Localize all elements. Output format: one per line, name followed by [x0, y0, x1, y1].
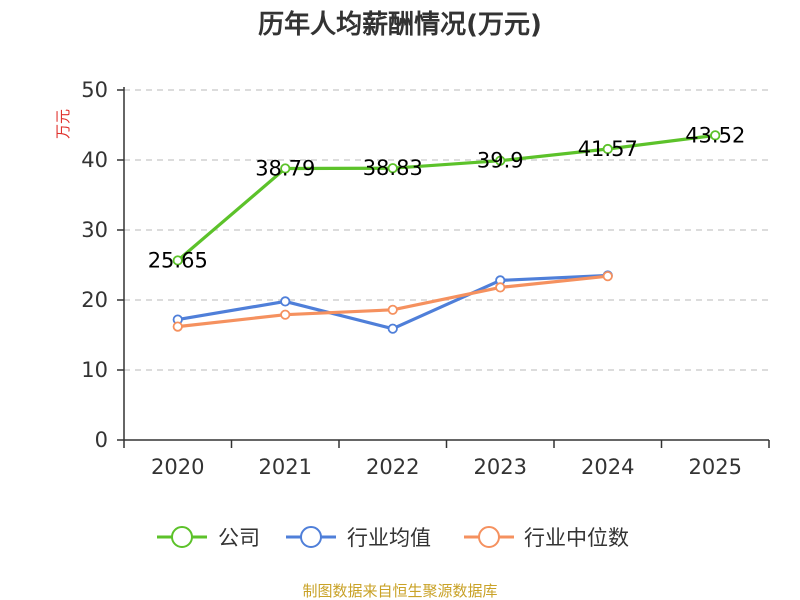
- source-note: 制图数据来自恒生聚源数据库: [302, 582, 497, 600]
- data-point[interactable]: [602, 271, 613, 282]
- data-label: 39.9: [477, 149, 524, 173]
- data-point[interactable]: [495, 282, 506, 293]
- data-point[interactable]: [387, 323, 398, 334]
- legend[interactable]: 公司 行业均值 行业中位数: [157, 526, 629, 550]
- legend-marker: [478, 526, 500, 548]
- y-tick-label: 0: [95, 428, 108, 452]
- data-point[interactable]: [387, 163, 398, 174]
- y-axis-label: 万元: [54, 109, 72, 139]
- x-tick-label: 2020: [151, 455, 204, 479]
- y-tick-label: 20: [81, 288, 108, 312]
- y-tick-label: 40: [81, 148, 108, 172]
- y-tick-label: 10: [81, 358, 108, 382]
- data-point[interactable]: [280, 296, 291, 307]
- legend-item[interactable]: 行业均值: [286, 526, 431, 550]
- legend-label: 行业中位数: [524, 526, 629, 550]
- legend-item[interactable]: 行业中位数: [464, 526, 629, 550]
- x-tick-label: 2022: [366, 455, 419, 479]
- chart-title: 历年人均薪酬情况(万元): [258, 9, 542, 40]
- data-label: 38.83: [363, 156, 423, 180]
- data-point[interactable]: [280, 163, 291, 174]
- x-tick-labels: 2020 2021 2022 2023 2024 2025: [151, 455, 742, 479]
- series-line-2: [177, 274, 608, 329]
- data-label: 25.65: [148, 248, 208, 272]
- data-point[interactable]: [710, 130, 721, 141]
- data-label: 43.52: [685, 123, 745, 147]
- legend-item[interactable]: 公司: [157, 526, 260, 550]
- data-point[interactable]: [602, 143, 613, 155]
- x-tick-label: 2025: [689, 455, 742, 479]
- axes: [117, 87, 770, 448]
- legend-marker: [300, 526, 322, 548]
- gridlines: [124, 89, 769, 371]
- x-tick-label: 2024: [581, 455, 634, 479]
- data-point[interactable]: [172, 321, 183, 332]
- series-line-0: [176, 133, 716, 262]
- data-point[interactable]: [280, 309, 291, 320]
- series-points: [172, 130, 721, 334]
- y-tick-label: 50: [81, 78, 108, 102]
- legend-label: 行业均值: [347, 526, 431, 550]
- x-tick-label: 2023: [474, 455, 527, 479]
- data-point[interactable]: [172, 255, 183, 266]
- legend-label: 公司: [218, 526, 260, 550]
- data-labels: 25.65 38.79 38.83 39.9 41.57 43.52: [148, 123, 746, 272]
- legend-marker: [171, 526, 193, 548]
- y-tick-label: 30: [81, 218, 108, 242]
- y-tick-labels: 0 10 20 30 40 50: [81, 78, 108, 452]
- data-point[interactable]: [387, 304, 398, 315]
- data-label: 38.79: [255, 156, 315, 180]
- x-tick-label: 2021: [259, 455, 312, 479]
- data-label: 41.57: [578, 137, 638, 161]
- data-point[interactable]: [495, 155, 506, 166]
